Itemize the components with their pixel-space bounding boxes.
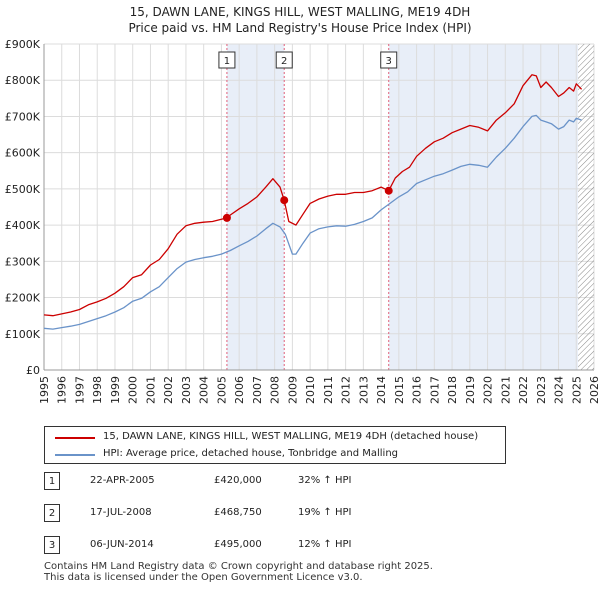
x-tick-label: 2011	[322, 376, 335, 404]
x-tick-label: 2009	[286, 376, 299, 404]
x-tick-label: 2005	[215, 376, 228, 404]
y-tick-label: £100K	[5, 328, 41, 341]
price-chart: 1 2 3 £0 £100K £200K £300K £400K £500K £600K £700…	[5, 38, 600, 404]
x-tick-label: 2022	[517, 376, 530, 404]
x-tick-label: 2004	[198, 376, 211, 404]
x-tick-label: 2000	[127, 376, 140, 404]
y-tick-label: £600K	[5, 147, 41, 160]
sale-row: 2 17-JUL-2008 £468,750 19% ↑ HPI	[44, 504, 444, 524]
x-tick-label: 2013	[357, 376, 370, 404]
sale-hpi-change: 12% ↑ HPI	[298, 539, 352, 550]
copyright-notice: Contains HM Land Registry data © Crown c…	[44, 561, 433, 572]
x-tick-label: 2012	[340, 376, 353, 404]
sale-number-badge: 3	[44, 536, 60, 554]
sale-row: 1 22-APR-2005 £420,000 32% ↑ HPI	[44, 472, 444, 492]
x-tick-label: 2008	[269, 376, 282, 404]
property-price-line	[43, 74, 583, 317]
legend-swatch-hpi	[55, 454, 95, 456]
sale-point	[384, 186, 393, 195]
sale-marker-label: 2	[281, 56, 287, 67]
y-tick-label: £800K	[5, 74, 41, 87]
sale-marker-label: 1	[224, 56, 230, 67]
x-tick-label: 2003	[180, 376, 193, 404]
x-tick-label: 2024	[553, 376, 566, 404]
sale-marker-box	[275, 51, 293, 69]
sale-number-badge: 2	[44, 504, 60, 522]
x-tick-label: 2017	[428, 376, 441, 404]
sale-marker-box	[380, 51, 398, 69]
y-tick-label: £900K	[5, 38, 41, 51]
x-tick-label: 2018	[446, 376, 459, 404]
x-tick-label: 1995	[38, 376, 51, 404]
x-tick-label: 2006	[233, 376, 246, 404]
sale-price: £420,000	[214, 475, 262, 486]
x-tick-label: 2020	[482, 376, 495, 404]
x-tick-label: 2025	[570, 376, 583, 404]
y-tick-label: £300K	[5, 255, 41, 268]
legend-label-property: 15, DAWN LANE, KINGS HILL, WEST MALLING,…	[103, 431, 479, 442]
forecast-hatch	[578, 44, 594, 370]
sale-price: £495,000	[214, 539, 262, 550]
x-tick-label: 2007	[251, 376, 264, 404]
x-tick-label: 2014	[375, 376, 388, 404]
x-tick-label: 1996	[56, 376, 69, 404]
x-tick-label: 1999	[109, 376, 122, 404]
x-tick-label: 2026	[588, 376, 600, 404]
chart-title-line1: 15, DAWN LANE, KINGS HILL, WEST MALLING,…	[129, 5, 471, 19]
y-tick-label: £500K	[5, 183, 41, 196]
sale-row: 3 06-JUN-2014 £495,000 12% ↑ HPI	[44, 536, 444, 556]
x-tick-label: 2023	[535, 376, 548, 404]
licence-notice: This data is licensed under the Open Gov…	[44, 572, 363, 583]
sale-date: 22-APR-2005	[90, 475, 155, 486]
sale-price: £468,750	[214, 507, 262, 518]
y-tick-label: £400K	[5, 219, 41, 232]
sale-date: 06-JUN-2014	[90, 539, 154, 550]
ownership-shade	[226, 44, 285, 370]
legend-label-hpi: HPI: Average price, detached house, Tonb…	[103, 448, 399, 459]
chart-title-line2: Price paid vs. HM Land Registry's House …	[128, 21, 472, 35]
x-tick-label: 1997	[73, 376, 86, 404]
hpi-line	[43, 114, 582, 330]
sale-hpi-change: 19% ↑ HPI	[298, 507, 352, 518]
sale-number-badge: 1	[44, 472, 60, 490]
sale-point	[280, 196, 289, 205]
sale-point	[222, 213, 231, 222]
sale-date: 17-JUL-2008	[90, 507, 152, 518]
x-tick-label: 2010	[304, 376, 317, 404]
x-tick-label: 2021	[499, 376, 512, 404]
x-tick-label: 2015	[393, 376, 406, 404]
x-tick-label: 2001	[144, 376, 157, 404]
x-tick-label: 2002	[162, 376, 175, 404]
sale-marker-label: 3	[386, 56, 392, 67]
y-tick-label: £200K	[5, 292, 41, 305]
legend-swatch-property	[55, 437, 95, 439]
x-tick-label: 2019	[464, 376, 477, 404]
sale-hpi-change: 32% ↑ HPI	[298, 475, 352, 486]
x-tick-label: 2016	[411, 376, 424, 404]
chart-legend: 15, DAWN LANE, KINGS HILL, WEST MALLING,…	[44, 426, 506, 464]
y-tick-label: £700K	[5, 110, 41, 123]
sale-marker-box	[218, 51, 236, 69]
y-tick-label: £0	[26, 364, 40, 377]
ownership-shade	[388, 44, 579, 370]
x-tick-label: 1998	[91, 376, 104, 404]
